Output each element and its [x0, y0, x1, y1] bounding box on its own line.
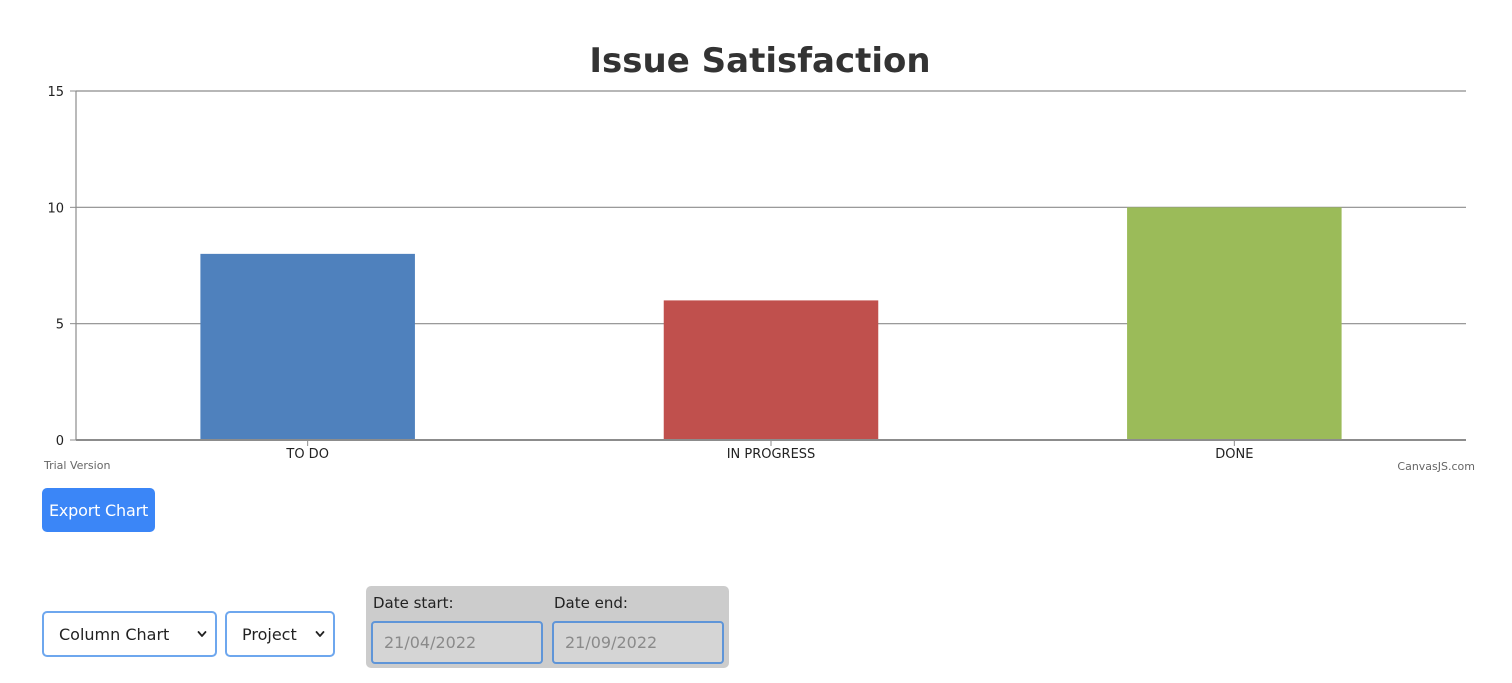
filter-select[interactable]: Project	[225, 611, 335, 657]
x-category-label: TO DO	[285, 447, 329, 462]
date-start-input[interactable]	[371, 621, 543, 664]
chevron-down-icon	[197, 631, 207, 637]
date-end-input[interactable]	[552, 621, 724, 664]
chart-type-selected-value: Column Chart	[59, 624, 170, 644]
chart-title: Issue Satisfaction	[589, 41, 930, 81]
bar-in-progress[interactable]	[663, 300, 879, 440]
bar-done[interactable]	[1127, 207, 1342, 440]
canvasjs-credit-link[interactable]: CanvasJS.com	[1397, 460, 1475, 473]
x-category-label: DONE	[1215, 447, 1253, 462]
issue-satisfaction-chart: Issue Satisfaction 0 5 10 15 TO DO IN PROGRES…	[47, 41, 1466, 462]
date-range-panel: Date start: Date end:	[366, 586, 729, 668]
axis-labels: 0 5 10 15 TO DO IN PROGRESS DONE	[47, 85, 1253, 462]
y-tick-label: 5	[56, 318, 64, 333]
y-tick-label: 15	[47, 85, 64, 100]
x-category-label: IN PROGRESS	[727, 447, 816, 462]
date-start-label: Date start:	[373, 594, 454, 612]
date-end-label: Date end:	[554, 594, 628, 612]
trial-version-label: Trial Version	[44, 459, 111, 472]
chevron-down-icon	[315, 631, 325, 637]
bar-to-do[interactable]	[200, 253, 415, 440]
y-tick-label: 10	[47, 201, 64, 216]
filter-selected-value: Project	[242, 624, 297, 644]
axes	[70, 90, 1466, 446]
chart-type-select[interactable]: Column Chart	[42, 611, 217, 657]
chart-container: Issue Satisfaction 0 5 10 15 TO DO IN PROGRES…	[44, 41, 1475, 473]
export-chart-button[interactable]: Export Chart	[42, 488, 155, 532]
y-tick-label: 0	[56, 434, 64, 449]
bars	[200, 207, 1342, 440]
